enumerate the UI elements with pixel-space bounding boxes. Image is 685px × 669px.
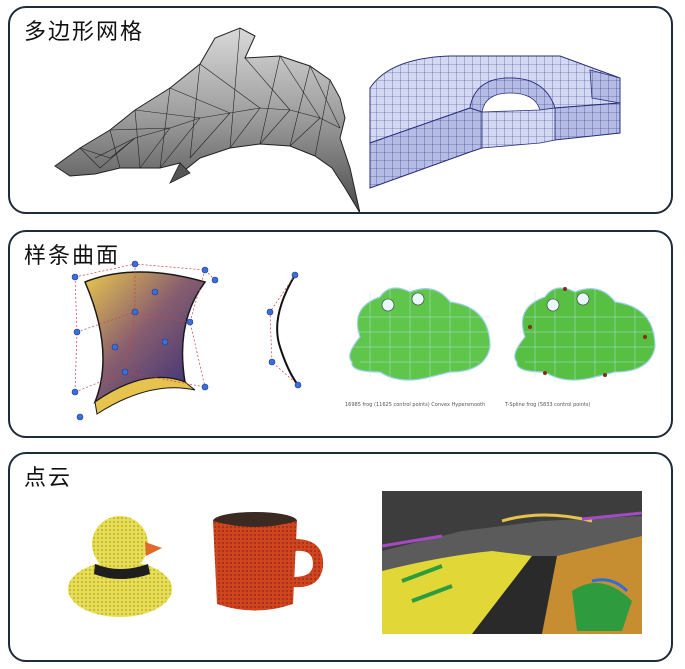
panel-point-cloud: 点云 [8,452,673,662]
duck-point-cloud-image [68,516,172,617]
frog-caption-right: T-Spline frog (5833 control points) [505,402,591,408]
lidar-scan-image [382,491,642,634]
panel-title-polygon-mesh: 多边形网格 [24,20,145,45]
spline-curve-image [266,271,302,389]
hex-mesh-solid-image [369,55,621,189]
frog-caption-left: 16985 frog (11625 control points) Convex… [345,402,486,408]
panel-title-point-cloud: 点云 [24,466,73,491]
panel-spline-surface: 样条曲面 [8,230,673,438]
panel-title-spline-surface: 样条曲面 [24,244,121,269]
frog-spline-image-left [349,287,491,382]
spline-surface-image [71,260,219,421]
frog-spline-image-right [514,287,656,382]
mug-point-cloud-image [213,512,324,611]
dolphin-mesh-image [54,27,360,212]
panel-polygon-mesh: 多边形网格 [8,6,673,214]
